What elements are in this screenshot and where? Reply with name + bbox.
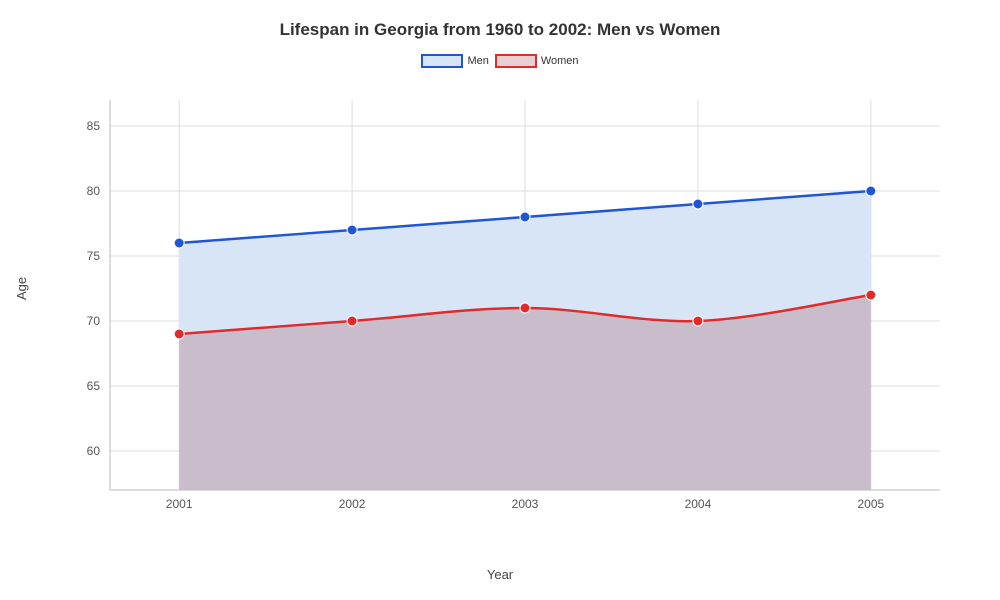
legend-label-men: Men	[467, 55, 488, 67]
y-tick-label: 65	[87, 379, 101, 393]
x-tick-label: 2001	[166, 497, 193, 511]
x-axis-label: Year	[0, 567, 1000, 582]
x-tick-label: 2002	[339, 497, 366, 511]
data-point	[347, 316, 357, 326]
y-tick-label: 80	[87, 184, 101, 198]
legend-label-women: Women	[541, 55, 579, 67]
chart-container: Lifespan in Georgia from 1960 to 2002: M…	[0, 0, 1000, 600]
x-tick-label: 2005	[857, 497, 884, 511]
data-point	[520, 303, 530, 313]
legend: Men Women	[0, 54, 1000, 68]
x-tick-label: 2003	[512, 497, 539, 511]
y-tick-label: 75	[87, 249, 101, 263]
data-point	[174, 329, 184, 339]
data-point	[174, 238, 184, 248]
data-point	[693, 316, 703, 326]
data-point	[520, 212, 530, 222]
plot-area: 2001 2002 2003 2004 2005 60 65 70 75 80 85	[70, 90, 950, 520]
y-tick-label: 85	[87, 119, 101, 133]
chart-title: Lifespan in Georgia from 1960 to 2002: M…	[0, 0, 1000, 40]
data-point	[347, 225, 357, 235]
legend-swatch-men	[421, 54, 463, 68]
legend-item-women: Women	[495, 54, 579, 68]
y-tick-label: 60	[87, 444, 101, 458]
x-tick-label: 2004	[685, 497, 712, 511]
chart-svg: 2001 2002 2003 2004 2005 60 65 70 75 80 85	[70, 90, 950, 520]
y-tick-label: 70	[87, 314, 101, 328]
legend-swatch-women	[495, 54, 537, 68]
data-point	[866, 290, 876, 300]
data-point	[693, 199, 703, 209]
data-point	[866, 186, 876, 196]
y-axis-label: Age	[14, 277, 29, 300]
legend-item-men: Men	[421, 54, 488, 68]
